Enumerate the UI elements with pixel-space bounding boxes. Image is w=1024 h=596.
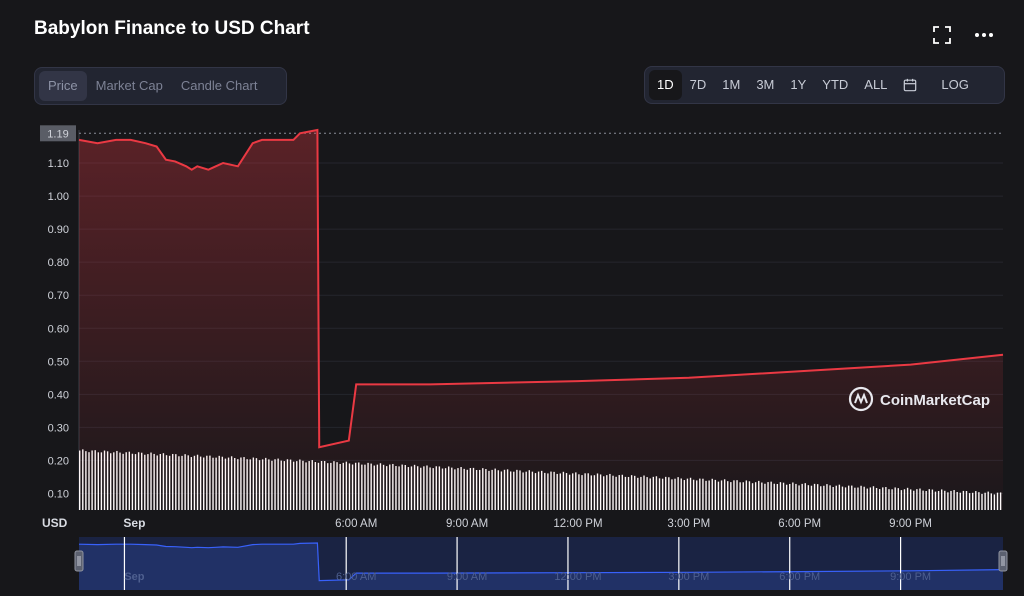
price-area — [79, 130, 1003, 510]
coinmarketcap-icon — [848, 386, 874, 412]
y-tick-label: 1.10 — [48, 158, 69, 170]
tab-candle-chart[interactable]: Candle Chart — [180, 78, 258, 93]
navigator-area — [79, 543, 1003, 590]
range-3m[interactable]: 3M — [756, 77, 775, 92]
navigator-label: 3:00 PM — [668, 571, 709, 583]
x-tick-label: 6:00 AM — [335, 518, 377, 530]
watermark-text: CoinMarketCap — [880, 392, 990, 409]
y-tick-label: 0.90 — [48, 224, 69, 236]
range-ytd[interactable]: YTD — [822, 77, 849, 92]
x-tick-label: 12:00 PM — [553, 518, 602, 530]
price-line — [78, 128, 1004, 449]
fullscreen-icon[interactable] — [932, 26, 952, 44]
range-all[interactable]: ALL — [864, 77, 888, 92]
navigator-label: 12:00 PM — [554, 571, 601, 583]
chart-type-tabs: Price Market Cap Candle Chart — [34, 67, 287, 105]
coinmarketcap-icon-mark — [854, 392, 868, 405]
y-tick-label: 0.50 — [48, 356, 69, 368]
y-axis-unit-label: USD — [42, 516, 68, 530]
x-tick-label: 9:00 AM — [446, 518, 488, 530]
navigator-label: 6:00 AM — [336, 571, 376, 583]
coinmarketcap-logo: CoinMarketCap — [848, 386, 990, 412]
navigator-handle-left[interactable] — [74, 550, 84, 572]
current-price-label: 1.19 — [47, 128, 68, 140]
range-1m[interactable]: 1M — [722, 77, 741, 92]
time-range-tabs: 1D 7D 1M 3M 1Y YTD ALL LOG — [644, 66, 1005, 104]
calendar-icon[interactable] — [895, 70, 925, 100]
x-tick-label: Sep — [123, 516, 145, 530]
more-dots-icon[interactable] — [974, 26, 994, 44]
navigator-line — [78, 542, 1004, 582]
navigator-label: 6:00 PM — [779, 571, 820, 583]
navigator-label: 9:00 AM — [447, 571, 487, 583]
x-tick-label: 9:00 PM — [889, 518, 932, 530]
navigator-label: Sep — [124, 571, 144, 583]
range-1y[interactable]: 1Y — [790, 77, 807, 92]
navigator-handle-right[interactable] — [998, 550, 1008, 572]
y-tick-label: 0.40 — [48, 389, 69, 401]
log-scale-toggle[interactable]: LOG — [941, 77, 969, 92]
y-tick-label: 0.60 — [48, 323, 69, 335]
x-tick-label: 6:00 PM — [778, 518, 821, 530]
chart-title: Babylon Finance to USD Chart — [34, 18, 310, 39]
range-7d[interactable]: 7D — [689, 77, 707, 92]
y-tick-label: 0.10 — [48, 488, 69, 500]
navigator-label: 9:00 PM — [890, 571, 931, 583]
current-price-tag — [40, 125, 76, 142]
range-1d[interactable]: 1D — [649, 70, 682, 100]
y-tick-label: 1.00 — [48, 191, 69, 203]
tab-market-cap[interactable]: Market Cap — [95, 78, 163, 93]
tab-price[interactable]: Price — [39, 71, 87, 101]
x-tick-label: 3:00 PM — [667, 518, 710, 530]
y-tick-label: 0.20 — [48, 455, 69, 467]
y-tick-label: 0.30 — [48, 422, 69, 434]
y-tick-label: 0.70 — [48, 290, 69, 302]
y-tick-label: 0.80 — [48, 257, 69, 269]
